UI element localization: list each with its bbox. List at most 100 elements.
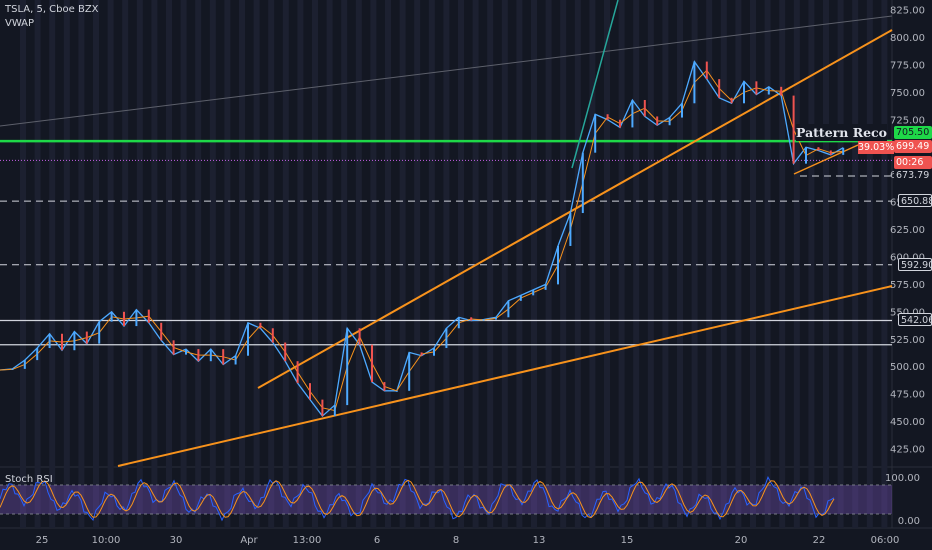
- session-band: [312, 0, 318, 528]
- price-tick-label: 775.00: [890, 60, 925, 71]
- pattern-recognition-label: Pattern Recognition: [796, 124, 887, 141]
- candle: [631, 99, 634, 128]
- price-tick-label: 750.00: [890, 88, 925, 99]
- session-band: [720, 0, 727, 528]
- candle: [743, 81, 745, 104]
- session-band: [122, 0, 129, 528]
- session-band: [78, 0, 85, 528]
- candle: [594, 114, 597, 153]
- price-badge-542: 542.06: [898, 313, 932, 326]
- session-band: [370, 0, 377, 528]
- price-tick-label: 425.00: [890, 445, 925, 456]
- time-tick-label: Apr: [240, 535, 258, 546]
- stoch-tick-label: 0.00: [898, 516, 920, 527]
- time-tick-label: 6: [374, 535, 380, 546]
- session-band: [779, 0, 786, 528]
- candle: [557, 245, 559, 285]
- session-band: [107, 0, 114, 528]
- stoch-rsi-label[interactable]: Stoch RSI: [5, 474, 53, 485]
- candle: [209, 349, 212, 362]
- time-tick-label: 20: [735, 535, 748, 546]
- session-band: [180, 0, 187, 528]
- price-tick-label: 575.00: [890, 280, 925, 291]
- candle: [656, 116, 659, 126]
- session-band: [560, 0, 567, 528]
- steep-trendline: [571, 0, 619, 169]
- session-band: [253, 0, 260, 528]
- price-tick-label: 825.00: [890, 6, 925, 17]
- symbol-title[interactable]: TSLA, 5, Cboe BZX: [5, 4, 99, 15]
- candle: [718, 79, 721, 98]
- session-band: [428, 0, 435, 528]
- time-tick-label: 10:00: [92, 535, 121, 546]
- price-badge-650: 650.88: [898, 194, 932, 207]
- candle: [358, 328, 361, 345]
- session-band: [268, 0, 275, 528]
- session-band: [341, 0, 348, 528]
- session-band: [662, 0, 669, 528]
- time-tick-label: 06:00: [871, 535, 900, 546]
- candle: [284, 342, 287, 362]
- vwap-indicator-label[interactable]: VWAP: [5, 18, 35, 29]
- candle: [507, 300, 510, 318]
- session-band: [750, 0, 756, 528]
- candle: [309, 383, 311, 400]
- candle: [346, 328, 349, 406]
- session-band: [49, 0, 56, 528]
- candle: [36, 348, 39, 361]
- candle: [705, 61, 708, 80]
- price-tick-label: 500.00: [890, 362, 925, 373]
- percent-change-badge: 39.03%: [858, 141, 895, 154]
- price-tick-label: 450.00: [890, 417, 925, 428]
- price-badge-last: 699.49: [894, 140, 932, 153]
- time-tick-label: 8: [453, 535, 459, 546]
- price-tick-label: 525.00: [890, 335, 925, 346]
- candle: [817, 147, 820, 151]
- session-band: [647, 0, 654, 528]
- candle: [321, 399, 324, 417]
- candle: [767, 86, 770, 95]
- candle: [160, 322, 163, 341]
- price-tick-label: 725.00: [890, 115, 925, 126]
- session-band: [195, 0, 202, 528]
- price-tick-label: 475.00: [890, 390, 925, 401]
- candle: [48, 333, 51, 349]
- session-band: [589, 0, 596, 528]
- candle: [371, 344, 373, 383]
- session-band: [414, 0, 421, 528]
- session-band: [458, 0, 464, 528]
- session-band: [677, 0, 683, 528]
- session-band: [793, 0, 800, 528]
- session-band: [706, 0, 713, 528]
- session-band: [297, 0, 304, 528]
- candle: [643, 99, 646, 117]
- candle: [135, 309, 138, 327]
- price-badge-673: 673.79: [894, 169, 932, 182]
- session-band: [385, 0, 391, 528]
- session-band: [574, 0, 581, 528]
- session-band: [823, 0, 829, 528]
- candle: [110, 311, 113, 322]
- session-band: [545, 0, 552, 528]
- candle: [495, 317, 497, 320]
- session-band: [531, 0, 537, 528]
- session-band: [355, 0, 362, 528]
- candle: [98, 321, 101, 344]
- time-tick-label: 13:00: [293, 535, 322, 546]
- session-band: [63, 0, 70, 528]
- candle: [457, 317, 460, 329]
- time-tick-label: 15: [621, 535, 634, 546]
- session-band: [866, 0, 873, 528]
- stoch-tick-label: 100.00: [885, 473, 920, 484]
- candle: [172, 340, 175, 355]
- session-band: [881, 0, 888, 528]
- candle: [234, 355, 237, 365]
- candle: [681, 103, 683, 118]
- session-band: [282, 0, 289, 528]
- candle: [519, 295, 522, 301]
- candle: [222, 349, 225, 365]
- session-band: [516, 0, 523, 528]
- session-band: [239, 0, 245, 528]
- candle: [532, 289, 535, 296]
